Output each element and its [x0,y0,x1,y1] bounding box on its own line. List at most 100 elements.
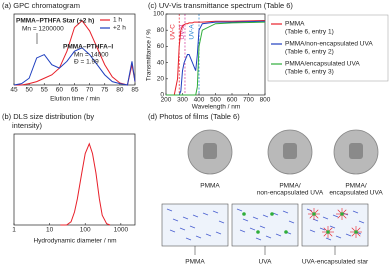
y-tick-label: 20 [157,76,165,83]
polymer-chain [179,227,186,231]
uva-molecule [340,212,344,216]
y-tick-label: 60 [157,43,165,50]
film-scheme [161,203,229,247]
polymer-chain [239,229,246,233]
x-tick-label: 10 [46,227,54,234]
series-line [13,47,136,86]
x-tick-label: 75 [101,87,109,94]
y-tick-label: 40 [157,59,165,66]
x-tick-label: 200 [161,97,172,104]
film-emblem [283,143,297,159]
x-tick-label: 500 [210,97,221,104]
polymer-chain [189,225,196,229]
x-tick-label: 45 [10,87,18,94]
polymer-chain [319,227,326,231]
x-tick-label: 800 [260,97,271,104]
x-tick-label: 1 [12,227,16,234]
x-tick-label: 60 [56,87,64,94]
legend-label: (Table 6, entry 2) [285,49,334,56]
legend-label: 1 h [113,17,122,24]
x-tick-label: 50 [26,87,34,94]
polymer-chain [249,227,256,231]
polymer-chain [205,233,212,237]
plot-frame [13,133,136,226]
legend-label: (Table 6, entry 3) [285,69,334,76]
y-tick-label: 0 [160,92,164,99]
polymer-chain [358,220,365,224]
polymer-chain [182,216,189,220]
region-label: UV-A [189,24,196,40]
annotation: PMMA–PTHFA–I [63,44,113,51]
film-emblem [203,143,217,159]
x-tick-label: 70 [86,87,94,94]
x-tick-label: 600 [227,97,238,104]
x-axis-label: Hydrodynamic diameter / nm [33,238,116,245]
annotation: Mn = 14000 [74,52,109,59]
panel-title: (d) Photos of films (Table 6) [148,112,240,121]
polymer-chain [169,229,176,233]
annotation: Mn = 1200000 [22,26,64,33]
series-line [166,21,266,96]
region-label: UV-C [169,24,176,40]
region-label: UV-B [179,24,186,39]
polymer-chain [282,210,289,214]
uva-molecule [354,230,358,234]
legend-label: PMMA [285,21,305,28]
polymer-chain [172,218,179,222]
film-emblem [349,143,363,159]
film-label: PMMA/ [345,183,367,190]
uva-molecule [242,212,246,216]
polymer-chain [255,237,262,241]
polymer-chain [322,216,329,220]
polymer-chain [335,235,342,239]
uva-molecule [326,230,330,234]
series-line [60,142,111,226]
polymer-chain [288,220,295,224]
polymer-chain [272,212,279,216]
uva-molecule [284,230,288,234]
polymer-chain [185,237,192,241]
scheme-label: UVA-encapsulated star [302,259,369,266]
series-line [166,19,266,96]
film-scheme [301,203,369,247]
x-axis-label: Wavelength / nm [192,104,241,111]
panel-title: (a) GPC chromatogram [2,1,80,10]
film-scheme [231,203,299,247]
uva-molecule [312,212,316,216]
x-tick-label: 300 [177,97,188,104]
panel-title: (c) UV-Vis transmittance spectrum (Table… [148,1,293,10]
polymer-chain [306,208,313,212]
polymer-chain [215,231,222,235]
polymer-chain [309,229,316,233]
polymer-chain [345,233,352,237]
x-tick-label: 85 [131,87,139,94]
polymer-chain [329,225,336,229]
series-line [166,20,266,96]
uva-molecule [270,212,274,216]
polymer-chain [218,220,225,224]
x-tick-label: 1000 [114,227,129,234]
x-axis-label: Elution time / min [50,96,100,103]
film-label: PMMA [200,183,220,190]
x-tick-label: 700 [243,97,254,104]
x-tick-label: 100 [80,227,91,234]
uva-molecule [256,230,260,234]
panel-title: (b) DLS size distribution (by [2,112,94,121]
scheme-label: UVA [259,259,273,266]
x-tick-label: 55 [41,87,49,94]
polymer-chain [275,233,282,237]
polymer-chain [195,235,202,239]
polymer-chain [325,237,332,241]
y-tick-label: 80 [157,27,165,34]
x-tick-label: 400 [194,97,205,104]
legend-label: PMMA/non-encapsulated UVA [285,41,373,48]
annotation: PMMA–PTHFA Star (+2 h) [16,18,94,25]
polymer-chain [252,216,259,220]
legend-label: (Table 6, entry 1) [285,29,334,36]
polymer-chain [332,214,339,218]
film-label: encapsulated UVA [329,190,383,197]
annotation: Đ = 1.99 [74,59,99,66]
polymer-chain [265,235,272,239]
x-tick-label: 80 [116,87,124,94]
